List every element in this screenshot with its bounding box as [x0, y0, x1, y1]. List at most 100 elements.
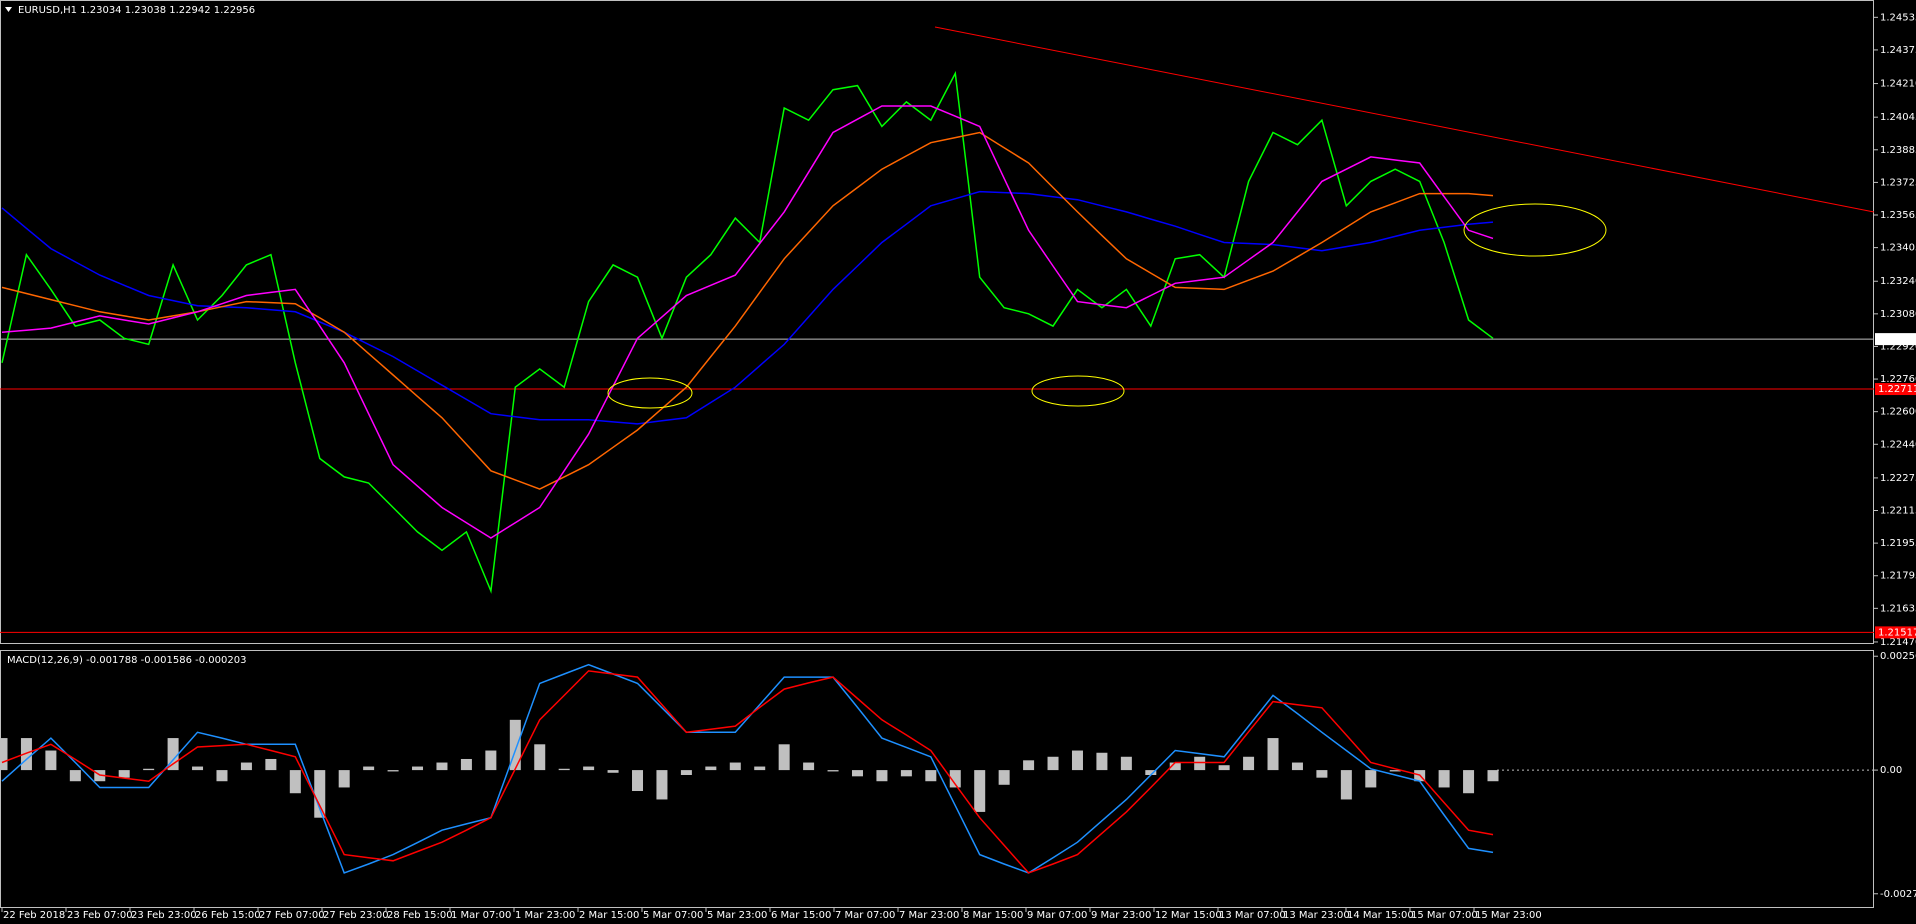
x-tick-label: 23 Feb 23:00: [131, 910, 197, 921]
histogram-bar: [240, 762, 252, 771]
histogram-bar: [607, 770, 619, 773]
histogram-bar: [363, 766, 375, 771]
histogram-bar: [143, 768, 155, 771]
y-tick-label: 1.23405: [1880, 243, 1916, 254]
histogram-bar: [778, 744, 790, 771]
x-tick-label: 12 Mar 15:00: [1155, 910, 1222, 921]
x-tick-label: 26 Feb 15:00: [195, 910, 261, 921]
histogram-bar: [1340, 770, 1352, 800]
price-level-label-bg: [1875, 383, 1916, 396]
histogram-bar: [192, 766, 204, 771]
histogram-bar: [998, 770, 1010, 785]
highlight-ellipse: [607, 377, 693, 409]
drawings: [607, 26, 1875, 409]
x-tick-label: 13 Mar 23:00: [1283, 910, 1350, 921]
x-tick-label: 27 Feb 23:00: [323, 910, 389, 921]
histogram-bar: [632, 770, 644, 792]
x-tick-label: 22 Feb 2018: [3, 910, 65, 921]
x-tick-label: 27 Feb 07:00: [259, 910, 325, 921]
histogram-bar: [1071, 750, 1083, 771]
menu-arrow[interactable]: [5, 7, 12, 12]
x-tick-label: 13 Mar 07:00: [1219, 910, 1286, 921]
moving-average: [1, 190, 1494, 425]
y-tick-label: 1.24045: [1880, 112, 1916, 123]
y-tick-label: 1.23885: [1880, 145, 1916, 156]
histogram-bar: [0, 738, 8, 771]
price-level-label-bg: [1875, 626, 1916, 639]
x-tick-label: 28 Feb 15:00: [387, 910, 453, 921]
histogram-bar: [338, 770, 350, 788]
histogram-bar: [1145, 770, 1157, 775]
histogram-bar: [974, 770, 986, 812]
histogram-bar: [1487, 770, 1499, 782]
histogram-bar: [827, 770, 839, 772]
x-tick-label: 14 Mar 15:00: [1347, 910, 1414, 921]
histogram-bar: [803, 762, 815, 771]
histogram-bar: [876, 770, 888, 782]
price-line: [1, 70, 1494, 594]
histogram-bar: [729, 762, 741, 771]
price-level-label: 1.22956: [1878, 334, 1916, 345]
histogram-bar: [167, 738, 179, 771]
histogram-bar: [680, 770, 692, 775]
histogram-bar: [1316, 770, 1328, 778]
histogram-bar: [1023, 760, 1035, 771]
indicator-title: MACD(12,26,9) -0.001788 -0.001586 -0.000…: [7, 655, 246, 666]
x-tick-label: 9 Mar 23:00: [1091, 910, 1151, 921]
x-tick-label: 1 Mar 07:00: [451, 910, 511, 921]
price-level-label-bg: [1875, 333, 1916, 346]
x-tick-label: 7 Mar 07:00: [835, 910, 895, 921]
y-tick-label: 1.22760: [1880, 374, 1916, 385]
y-tick-label: 0.00256: [1880, 651, 1916, 662]
histogram-bar: [851, 770, 863, 777]
histogram-bar: [534, 744, 546, 771]
y-tick-label: 1.22440: [1880, 439, 1916, 450]
y-tick-label: -0.00278: [1880, 889, 1916, 900]
signal-line: [1, 670, 1494, 874]
histogram-bar: [69, 770, 81, 782]
x-tick-label: 1 Mar 23:00: [515, 910, 575, 921]
histogram-bar: [1267, 738, 1279, 771]
price-pane: 1.24535 1.24375 1.24210 1.24045 1.23885 1.237…: [0, 0, 1916, 648]
histogram-bar: [1463, 770, 1475, 794]
histogram-bar: [485, 750, 497, 771]
histogram-bar: [436, 762, 448, 771]
y-tick-label: 1.22115: [1880, 506, 1916, 517]
y-tick-label: 1.24210: [1880, 79, 1916, 90]
x-tick-label: 6 Mar 15:00: [771, 910, 831, 921]
histogram-bar: [460, 758, 472, 771]
y-tick-label: 1.23725: [1880, 177, 1916, 188]
y-tick-label: 1.23240: [1880, 276, 1916, 287]
highlight-ellipse: [1031, 375, 1125, 407]
y-tick-label: 1.24375: [1880, 45, 1916, 56]
histogram-bar: [289, 770, 301, 794]
y-tick-label: 1.21635: [1880, 603, 1916, 614]
histogram-bar: [216, 770, 228, 782]
histogram-bar: [118, 770, 130, 778]
x-tick-label: 9 Mar 07:00: [1027, 910, 1087, 921]
macd-pane-frame: [0, 650, 1874, 908]
histogram-bar: [1291, 762, 1303, 771]
histogram-bar: [583, 766, 595, 771]
y-tick-label: 1.21470: [1880, 637, 1916, 648]
x-tick-label: 23 Feb 07:00: [67, 910, 133, 921]
x-tick-label: 7 Mar 23:00: [899, 910, 959, 921]
histogram-bar: [45, 750, 57, 771]
histogram-bar: [1047, 756, 1059, 771]
x-tick-label: 8 Mar 15:00: [963, 910, 1023, 921]
histogram-bar: [900, 770, 912, 777]
histogram-bar: [265, 758, 277, 771]
histogram-bar: [1096, 752, 1108, 771]
histogram-bar: [949, 770, 961, 788]
histogram-bar: [509, 719, 521, 771]
y-tick-label: 1.22600: [1880, 407, 1916, 418]
histogram-bar: [1120, 756, 1132, 771]
x-tick-label: 15 Mar 07:00: [1411, 910, 1478, 921]
price-level-label: 1.21517: [1878, 627, 1916, 638]
trend-line: [934, 26, 1875, 213]
x-tick-label: 2 Mar 15:00: [579, 910, 639, 921]
histogram-bar: [705, 766, 717, 771]
y-tick-label: 1.22275: [1880, 473, 1916, 484]
